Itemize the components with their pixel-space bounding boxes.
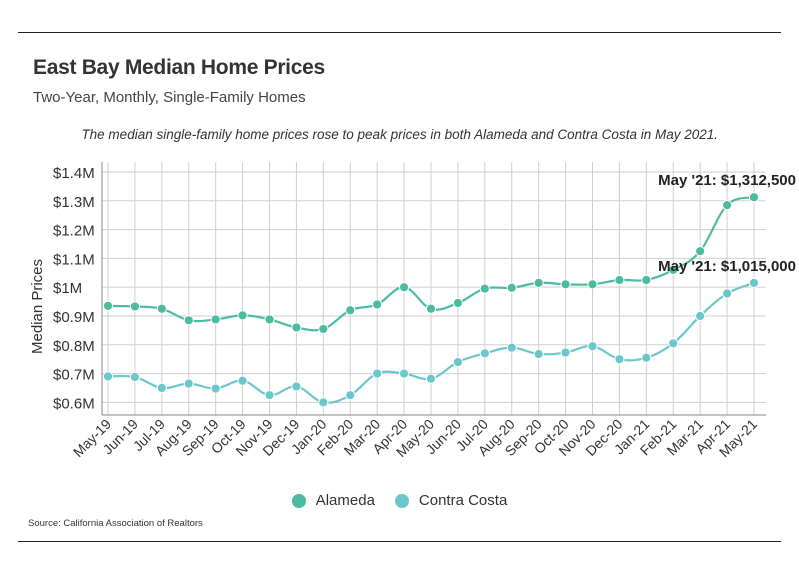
data-point-alameda — [587, 279, 598, 290]
y-tick-label: $0.9M — [53, 309, 95, 326]
chart-title: East Bay Median Home Prices — [33, 56, 325, 79]
data-point-contra-costa — [452, 356, 464, 368]
line-chart: $0.6M $0.7M $0.8M $0.9M $1M $1.1M $1.2M $1.3M $1… — [29, 162, 796, 460]
legend-label-contra-costa: Contra Costa — [418, 492, 508, 509]
data-point-alameda — [156, 303, 167, 314]
data-point-contra-costa — [237, 375, 248, 386]
data-point-contra-costa — [156, 382, 167, 394]
data-point-alameda — [183, 315, 194, 326]
annotation-label: May '21: $1,312,500 — [658, 172, 796, 189]
legend-item-alameda: Alameda — [291, 492, 375, 509]
y-tick-label: $0.8M — [53, 338, 95, 355]
legend-item-contra-costa: Contra Costa — [394, 492, 508, 509]
data-point-alameda — [533, 277, 544, 288]
data-point-contra-costa — [721, 288, 733, 299]
data-point-contra-costa — [533, 348, 544, 360]
data-point-alameda — [560, 279, 571, 290]
y-tick-label: $1.1M — [53, 251, 95, 268]
data-point-alameda — [614, 274, 625, 286]
data-point-contra-costa — [372, 368, 383, 379]
data-point-contra-costa — [641, 352, 652, 363]
data-point-contra-costa — [264, 390, 275, 401]
y-tick-label: $1.2M — [53, 223, 95, 240]
data-point-alameda — [641, 274, 652, 286]
y-tick-label: $1M — [53, 280, 82, 297]
data-point-alameda — [452, 297, 464, 309]
y-tick-label: $1.4M — [53, 165, 95, 182]
data-point-contra-costa — [102, 371, 114, 382]
y-tick-label: $0.7M — [53, 367, 95, 384]
data-point-contra-costa — [479, 348, 490, 359]
y-tick-label: $0.6M — [53, 395, 95, 412]
data-point-alameda — [318, 323, 329, 335]
data-point-alameda — [345, 305, 356, 316]
data-point-alameda — [398, 282, 410, 293]
data-point-contra-costa — [748, 277, 760, 288]
legend-swatch-alameda — [291, 493, 306, 508]
data-point-alameda — [748, 192, 760, 203]
data-point-contra-costa — [345, 390, 356, 401]
data-point-contra-costa — [560, 347, 571, 358]
data-point-contra-costa — [291, 381, 302, 392]
data-point-contra-costa — [398, 368, 410, 379]
data-point-alameda — [695, 246, 706, 257]
top-rule — [18, 32, 781, 33]
data-point-alameda — [668, 264, 679, 276]
data-point-contra-costa — [318, 397, 329, 408]
data-point-contra-costa — [425, 373, 437, 384]
chart-note: The median single-family home prices ros… — [81, 127, 718, 142]
legend-label-alameda: Alameda — [315, 492, 375, 509]
legend-swatch-contra-costa — [394, 493, 409, 508]
data-point-alameda — [237, 310, 248, 321]
data-point-alameda — [210, 314, 221, 325]
data-point-alameda — [506, 282, 517, 293]
legend: Alameda Contra Costa — [0, 492, 799, 509]
data-point-contra-costa — [506, 342, 517, 353]
data-point-alameda — [372, 299, 383, 310]
data-point-contra-costa — [210, 383, 221, 394]
y-axis-title: Median Prices — [29, 259, 46, 354]
data-point-alameda — [102, 300, 114, 311]
data-point-alameda — [291, 322, 302, 333]
chart-subtitle: Two-Year, Monthly, Single-Family Homes — [33, 89, 306, 106]
data-point-contra-costa — [183, 378, 194, 389]
data-point-alameda — [264, 314, 275, 325]
data-point-alameda — [425, 303, 437, 314]
data-point-alameda — [479, 283, 490, 294]
data-point-contra-costa — [587, 341, 598, 352]
data-point-contra-costa — [129, 371, 141, 383]
data-point-contra-costa — [695, 310, 706, 322]
data-point-contra-costa — [614, 354, 625, 365]
y-tick-label: $1.3M — [53, 194, 95, 211]
data-point-alameda — [129, 301, 141, 312]
bottom-rule — [18, 541, 781, 542]
data-point-alameda — [721, 200, 733, 211]
annotation-label: May '21: $1,015,000 — [658, 258, 796, 275]
data-point-contra-costa — [668, 338, 679, 349]
source-note: Source: California Association of Realto… — [28, 518, 203, 529]
